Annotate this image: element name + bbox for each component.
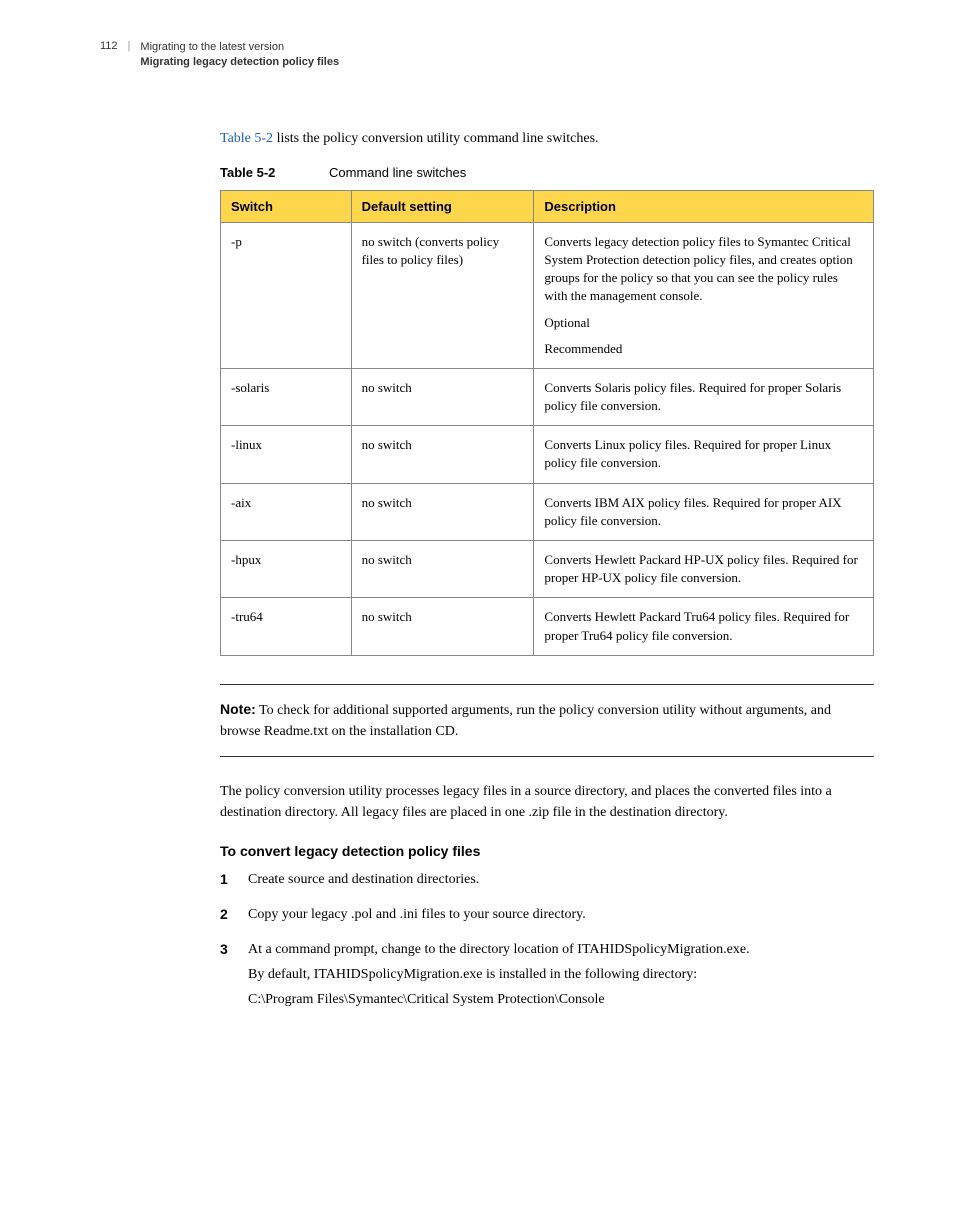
header-section: Migrating legacy detection policy files xyxy=(140,55,339,70)
cell-default: no switch xyxy=(351,426,534,483)
cell-default: no switch xyxy=(351,541,534,598)
cell-switch: -tru64 xyxy=(221,598,352,655)
col-default: Default setting xyxy=(351,190,534,222)
page-header: 112 | Migrating to the latest version Mi… xyxy=(100,40,874,71)
body-para: The policy conversion utility processes … xyxy=(220,781,874,823)
step-text: Copy your legacy .pol and .ini files to … xyxy=(248,904,586,929)
table-row: -p no switch (converts policy files to p… xyxy=(221,222,874,368)
step-number: 1 xyxy=(220,869,248,894)
table-row: -hpux no switch Converts Hewlett Packard… xyxy=(221,541,874,598)
step-text: Create source and destination directorie… xyxy=(248,869,479,894)
steps-list: 1 Create source and destination director… xyxy=(220,869,874,1014)
page-number: 112 xyxy=(100,40,118,52)
switches-table: Switch Default setting Description -p no… xyxy=(220,190,874,656)
step-number: 3 xyxy=(220,939,248,1014)
step-line: At a command prompt, change to the direc… xyxy=(248,939,750,960)
desc-line: Converts legacy detection policy files t… xyxy=(544,233,863,306)
cell-switch: -aix xyxy=(221,483,352,540)
header-separator: | xyxy=(128,40,131,52)
cell-desc: Converts Linux policy files. Required fo… xyxy=(534,426,874,483)
header-text: Migrating to the latest version Migratin… xyxy=(140,40,339,71)
cell-desc: Converts IBM AIX policy files. Required … xyxy=(534,483,874,540)
cell-switch: -p xyxy=(221,222,352,368)
note: Note: To check for additional supported … xyxy=(220,699,874,742)
cell-desc: Converts Solaris policy files. Required … xyxy=(534,368,874,425)
cell-switch: -solaris xyxy=(221,368,352,425)
page: 112 | Migrating to the latest version Mi… xyxy=(0,0,954,1064)
cell-switch: -linux xyxy=(221,426,352,483)
procedure-heading: To convert legacy detection policy files xyxy=(220,843,874,859)
note-label: Note: xyxy=(220,701,256,717)
cell-switch: -hpux xyxy=(221,541,352,598)
note-text: To check for additional supported argume… xyxy=(220,703,831,739)
table-caption: Table 5-2 Command line switches xyxy=(220,165,874,180)
step: 2 Copy your legacy .pol and .ini files t… xyxy=(220,904,874,929)
col-description: Description xyxy=(534,190,874,222)
cell-desc: Converts legacy detection policy files t… xyxy=(534,222,874,368)
step: 3 At a command prompt, change to the dir… xyxy=(220,939,874,1014)
step-text: At a command prompt, change to the direc… xyxy=(248,939,750,1014)
note-rule-bottom xyxy=(220,756,874,757)
cell-desc: Converts Hewlett Packard Tru64 policy fi… xyxy=(534,598,874,655)
step-number: 2 xyxy=(220,904,248,929)
table-row: -solaris no switch Converts Solaris poli… xyxy=(221,368,874,425)
step-line: Copy your legacy .pol and .ini files to … xyxy=(248,904,586,925)
cell-default: no switch xyxy=(351,483,534,540)
intro-rest: lists the policy conversion utility comm… xyxy=(273,131,598,146)
header-chapter: Migrating to the latest version xyxy=(140,40,339,55)
content: Table 5-2 lists the policy conversion ut… xyxy=(100,131,874,1014)
table-row: -tru64 no switch Converts Hewlett Packar… xyxy=(221,598,874,655)
step: 1 Create source and destination director… xyxy=(220,869,874,894)
table-caption-label: Table 5-2 xyxy=(220,165,275,180)
step-line: C:\Program Files\Symantec\Critical Syste… xyxy=(248,989,750,1010)
desc-line: Optional xyxy=(544,314,863,332)
step-line: By default, ITAHIDSpolicyMigration.exe i… xyxy=(248,964,750,985)
col-switch: Switch xyxy=(221,190,352,222)
cell-default: no switch (converts policy files to poli… xyxy=(351,222,534,368)
cell-default: no switch xyxy=(351,598,534,655)
intro-para: Table 5-2 lists the policy conversion ut… xyxy=(220,131,874,147)
step-line: Create source and destination directorie… xyxy=(248,869,479,890)
table-header-row: Switch Default setting Description xyxy=(221,190,874,222)
desc-line: Recommended xyxy=(544,340,863,358)
note-rule-top xyxy=(220,684,874,685)
table-ref-link[interactable]: Table 5-2 xyxy=(220,131,273,146)
cell-desc: Converts Hewlett Packard HP-UX policy fi… xyxy=(534,541,874,598)
table-caption-text: Command line switches xyxy=(329,165,466,180)
table-row: -aix no switch Converts IBM AIX policy f… xyxy=(221,483,874,540)
cell-default: no switch xyxy=(351,368,534,425)
table-row: -linux no switch Converts Linux policy f… xyxy=(221,426,874,483)
